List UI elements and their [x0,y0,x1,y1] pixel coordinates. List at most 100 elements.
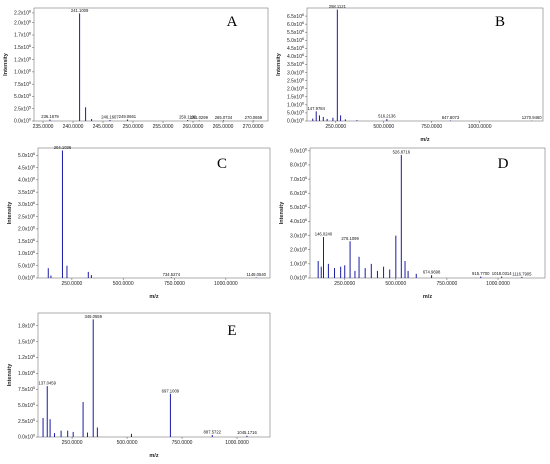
peak-label: 246.1607 [101,115,119,120]
panel-letter: B [495,14,505,30]
peak-label: 697.1009 [162,388,180,393]
x-tick-label: 260.0000 [183,124,204,130]
chart-panel-a: 0.0x100 2.5x105 5.0x105 7.5x105 1.0x106 1.2x1… [3,7,269,130]
chart-panel-e: 0.0x100 2.5x105 5.0x105 7.5x105 1.0x106 1.2x1… [7,312,271,459]
y-tick-label: 1.0x106 [18,370,35,377]
y-tick-label: 5.5x106 [287,29,304,36]
peak-label: 1045.1716 [237,430,257,435]
y-tick-label: 7.5x105 [14,81,31,88]
y-tick-label: 4.0x106 [18,177,35,184]
peak-label: 1270.9460 [522,115,542,120]
y-tick-label: 0.0x100 [14,118,31,125]
y-tick-label: 0.0x100 [290,275,307,282]
y-tick-label: 1.5x106 [18,338,35,345]
x-tick-label: 750.0000 [164,281,185,287]
peak-label: 204.1036 [54,145,72,150]
y-tick-label: 7.0x106 [290,176,307,183]
x-tick-label: 750.0000 [172,440,193,446]
peak-label: 137.0459 [39,381,57,386]
y-tick-label: 2.5x105 [14,105,31,112]
y-tick-label: 3.0x106 [290,232,307,239]
y-tick-label: 4.5x106 [287,45,304,52]
plot-frame [306,7,544,122]
y-tick-label: 2.5x106 [287,77,304,84]
y-tick-label: 5.0x105 [14,93,31,100]
panel-letter: E [227,323,236,339]
x-axis-title: m/z [149,453,158,459]
y-tick-label: 9.0x106 [290,148,307,155]
y-tick-label: 3.5x106 [18,189,35,196]
x-tick-label: 245.0000 [93,124,114,130]
peak-label: 1116.7905 [512,271,532,276]
y-tick-label: 6.5x106 [287,13,304,20]
panel-letter: A [227,14,238,30]
x-tick-label: 250.0000 [62,440,83,446]
y-tick-label: 5.0x105 [18,402,35,409]
peak-label: 915.7700 [472,271,490,276]
x-tick-label: 250.0000 [334,281,355,287]
x-tick-label: 235.0000 [33,124,54,130]
peak-label: 261.0299 [190,115,208,120]
x-tick-label: 750.0000 [421,124,442,130]
peak-label: 346.0559 [84,314,102,319]
peak-label: 249.0661 [119,114,137,119]
x-tick-label: 255.0000 [153,124,174,130]
y-axis-title: Intensity [7,201,13,225]
x-tick-label: 265.0000 [213,124,234,130]
x-tick-label: 270.0000 [243,124,264,130]
peak-label: 265.0734 [215,115,233,120]
y-tick-label: 0.0x100 [18,275,35,282]
plot-frame [33,7,269,122]
peak-label: 516.2136 [378,114,396,119]
y-tick-label: 1.0x106 [287,102,304,109]
y-tick-label: 5.0x106 [290,204,307,211]
y-tick-label: 0.0x100 [287,118,304,125]
y-tick-label: 2.2x106 [14,10,31,17]
y-tick-label: 1.5x106 [287,93,304,100]
y-tick-label: 1.5x106 [14,44,31,51]
peak-label: 1148.0540 [247,272,267,277]
peak-label: 276.1099 [341,236,359,241]
y-tick-label: 5.0x105 [18,262,35,269]
y-tick-label: 2.5x106 [18,213,35,220]
y-tick-label: 6.0x106 [287,21,304,28]
peak-label: 1018.0314 [492,271,512,276]
peak-label: 258.1121 [329,4,347,9]
panel-letter: D [498,156,509,172]
x-tick-label: 1000.0000 [486,281,510,287]
x-tick-label: 500.0000 [373,124,394,130]
y-tick-label: 3.0x106 [287,69,304,76]
y-tick-label: 5.0x106 [18,152,35,159]
y-tick-label: 1.0x106 [14,69,31,76]
x-tick-label: 1000.0000 [214,281,238,287]
y-tick-label: 1.7x106 [14,32,31,39]
peak-label: 236.1679 [41,114,59,119]
y-tick-label: 5.0x106 [287,37,304,44]
peak-label: 526.8716 [393,150,411,155]
y-tick-label: 2.0x106 [14,19,31,26]
x-tick-label: 500.0000 [385,281,406,287]
x-tick-label: 1000.0000 [225,440,249,446]
chart-panel-d: 0.0x100 1.0x106 2.0x106 3.0x106 4.0x106 5.0x1… [279,147,546,300]
y-tick-label: 6.0x106 [290,190,307,197]
x-tick-label: 240.0000 [63,124,84,130]
y-axis-title: Intensity [279,201,285,225]
chart-panel-c: 0.0x100 5.0x105 1.0x106 1.5x106 2.0x106 2.5x1… [7,145,271,300]
y-tick-label: 2.5x105 [18,418,35,425]
plot-frame [309,147,546,279]
y-tick-label: 1.2x106 [18,354,35,361]
peak-label: 146.0240 [315,232,333,237]
y-tick-label: 1.8x106 [18,322,35,329]
peak-label: 674.9698 [423,270,441,275]
y-tick-label: 5.0x105 [287,110,304,117]
y-tick-label: 7.5x105 [18,386,35,393]
plot-frame [37,312,271,438]
peak-label: 887.5722 [204,430,222,435]
y-tick-label: 3.5x106 [287,61,304,68]
panel-letter: C [217,156,227,172]
y-axis-title: Intensity [3,52,9,76]
x-axis-title: m/z [420,137,429,143]
y-tick-label: 4.0x106 [287,53,304,60]
x-tick-label: 500.0000 [117,440,138,446]
